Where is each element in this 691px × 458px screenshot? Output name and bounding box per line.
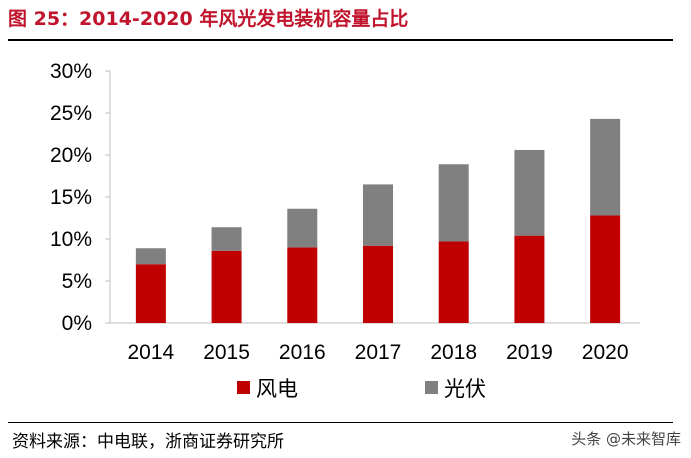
x-tick-label: 2014 <box>127 341 174 364</box>
x-tick-label: 2015 <box>203 341 250 364</box>
figure-title: 图 25：2014-2020 年风光发电装机容量占比 <box>8 8 409 30</box>
source-divider <box>8 422 673 423</box>
x-tick-label: 2020 <box>582 341 629 364</box>
bar-wind-2020 <box>590 215 621 323</box>
legend-swatch-solar <box>425 381 438 394</box>
source-note: 资料来源：中电联，浙商证券研究所 <box>12 432 284 452</box>
legend-label-solar: 光伏 <box>444 377 486 401</box>
legend: 风电 光伏 <box>237 377 486 401</box>
watermark: 头条 @未来智库 <box>571 428 681 449</box>
bar-series <box>135 118 621 323</box>
y-tick-label: 0% <box>62 312 92 335</box>
bar-solar-2019 <box>514 149 545 236</box>
y-axis: 0% 5% 10% 15% 20% 25% 30% <box>50 60 111 335</box>
bar-solar-2018 <box>438 164 469 242</box>
bar-solar-2017 <box>363 184 393 246</box>
x-tick-label: 2019 <box>506 341 553 364</box>
bar-wind-2019 <box>514 235 545 323</box>
stacked-bar-chart: 0% 5% 10% 15% 20% 25% 30% 2014 2015 2016 2017 2018… <box>50 60 640 401</box>
bar-wind-2014 <box>135 264 166 323</box>
x-axis: 2014 2015 2016 2017 2018 2019 2020 <box>110 322 640 364</box>
x-tick-label: 2018 <box>430 341 477 364</box>
bar-wind-2016 <box>287 247 318 323</box>
y-tick-label: 20% <box>50 144 92 167</box>
bar-wind-2015 <box>211 250 242 323</box>
legend-label-wind: 风电 <box>256 377 298 401</box>
x-tick-label: 2016 <box>279 341 326 364</box>
bar-solar-2015 <box>211 227 242 251</box>
title-divider <box>8 39 673 41</box>
legend-swatch-wind <box>237 381 250 394</box>
bar-wind-2018 <box>438 241 469 323</box>
y-tick-label: 5% <box>62 270 92 293</box>
x-tick-label: 2017 <box>355 341 402 364</box>
bar-solar-2020 <box>590 118 621 216</box>
y-tick-label: 15% <box>50 186 92 209</box>
bar-wind-2017 <box>363 245 393 323</box>
bar-solar-2014 <box>135 248 166 265</box>
y-tick-label: 10% <box>50 228 92 251</box>
bar-solar-2016 <box>287 208 318 248</box>
y-tick-label: 25% <box>50 102 92 125</box>
y-tick-label: 30% <box>50 60 92 83</box>
